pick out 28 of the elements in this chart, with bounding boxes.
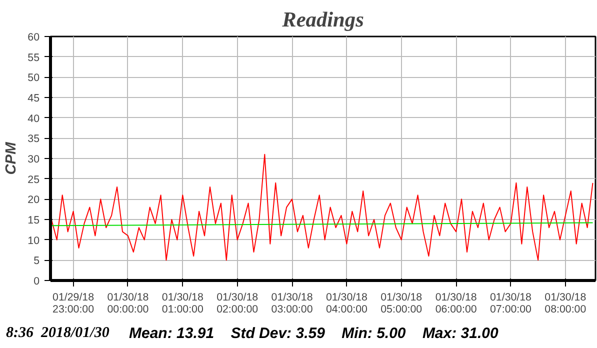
x-tick-label: 01/29/18 23:00:00 — [52, 292, 94, 316]
y-axis-title: CPM — [4, 141, 20, 175]
x-tick-label: 01/30/18 02:00:00 — [216, 292, 258, 316]
y-tick-label: 25 — [28, 174, 40, 186]
text: 8:36 2018/01/30 — [6, 324, 110, 343]
x-tick-label: 01/30/18 04:00:00 — [326, 292, 368, 316]
x-tick-label: 01/30/18 06:00:00 — [435, 292, 477, 316]
y-tick-label: 40 — [28, 112, 40, 125]
y-tick-label: 20 — [28, 194, 40, 206]
y-tick-label: 10 — [28, 234, 40, 247]
x-tick-label: 01/30/18 03:00:00 — [271, 292, 313, 316]
y-tick-label: 30 — [28, 154, 40, 166]
y-tick-label: 60 — [28, 32, 40, 44]
y-tick-label: 5 — [34, 255, 40, 268]
x-tick-label: 01/30/18 05:00:00 — [380, 292, 422, 316]
text: Mean: 13.91 Std Dev: 3.59 Min: 5.00 Max: 31.00 — [129, 324, 498, 344]
y-tick-label: 0 — [34, 276, 40, 288]
y-tick-label: 35 — [28, 133, 40, 146]
y-tick-label: 50 — [28, 72, 40, 84]
x-tick-label: 01/30/18 07:00:00 — [490, 292, 532, 316]
chart-title: Readings — [281, 8, 364, 32]
x-tick-label: 01/30/18 00:00:00 — [107, 292, 149, 316]
y-tick-label: 15 — [28, 214, 40, 226]
x-tick-label: 01/30/18 01:00:00 — [162, 292, 204, 316]
y-tick-label: 45 — [28, 92, 40, 104]
line-series — [50, 154, 594, 261]
y-tick-label: 55 — [28, 52, 40, 64]
x-tick-label: 01/30/18 08:00:00 — [544, 292, 586, 316]
